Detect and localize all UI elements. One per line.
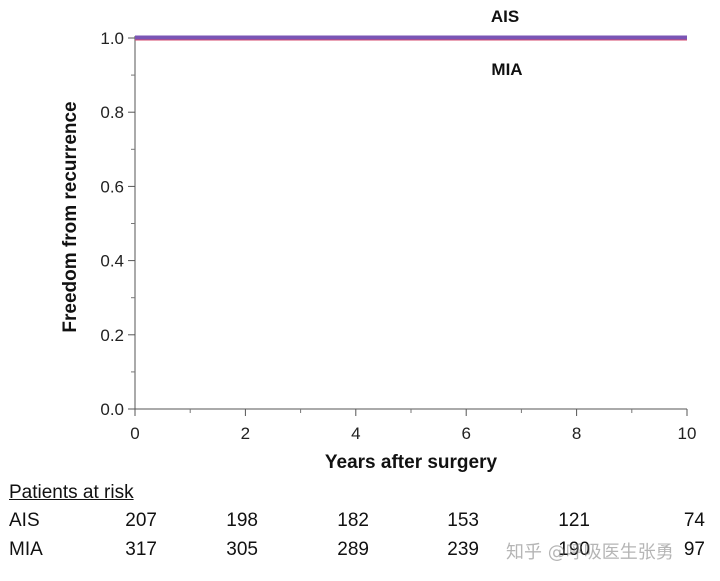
y-tick-label: 0.2 [100,326,124,345]
y-tick-label: 0.0 [100,400,124,419]
risk-cell-mia-t2: 305 [226,539,258,560]
patients-at-risk-table: Patients at risk AIS MIA 207 198 182 153 121… [0,480,720,580]
x-tick-label: 10 [678,424,697,443]
km-chart: 0.0 0.2 0.4 0.6 0.8 1.0 0 2 4 6 8 10 Freedom from … [60,7,697,473]
risk-table-title: Patients at risk [9,482,134,503]
risk-cell-mia-t0: 317 [125,539,157,560]
risk-row-label-mia: MIA [9,539,43,560]
watermark: 知乎 @呼吸医生张勇 [506,542,674,563]
risk-cell-ais-t4: 182 [337,510,369,531]
y-axis-title: Freedom from recurrence [60,101,81,332]
risk-cell-ais-t10: 74 [683,510,705,531]
y-axis: 0.0 0.2 0.4 0.6 0.8 1.0 [100,29,136,419]
series-layer [135,35,687,41]
y-tick-label: 0.8 [100,103,124,122]
y-tick-label: 0.6 [100,177,124,196]
x-axis: 0 2 4 6 8 10 [130,408,697,443]
risk-cell-ais-t2: 198 [226,510,258,531]
x-tick-label: 2 [241,424,250,443]
risk-cell-mia-t6: 239 [447,539,479,560]
y-tick-label: 1.0 [100,29,124,48]
series-label-mia: MIA [491,60,522,79]
x-tick-label: 6 [461,424,470,443]
series-label-ais: AIS [491,7,519,26]
risk-cell-mia-t8: 190 [558,539,590,560]
risk-row-label-ais: AIS [9,510,40,531]
risk-cell-ais-t8: 121 [558,510,590,531]
x-tick-label: 8 [572,424,581,443]
risk-cell-mia-t10: 97 [683,539,705,560]
y-tick-label: 0.4 [100,252,124,271]
x-axis-title: Years after surgery [325,452,498,473]
risk-cell-ais-t6: 153 [447,510,479,531]
risk-cell-mia-t4: 289 [337,539,369,560]
x-tick-label: 0 [130,424,139,443]
x-tick-label: 4 [351,424,360,443]
risk-cell-ais-t0: 207 [125,510,157,531]
